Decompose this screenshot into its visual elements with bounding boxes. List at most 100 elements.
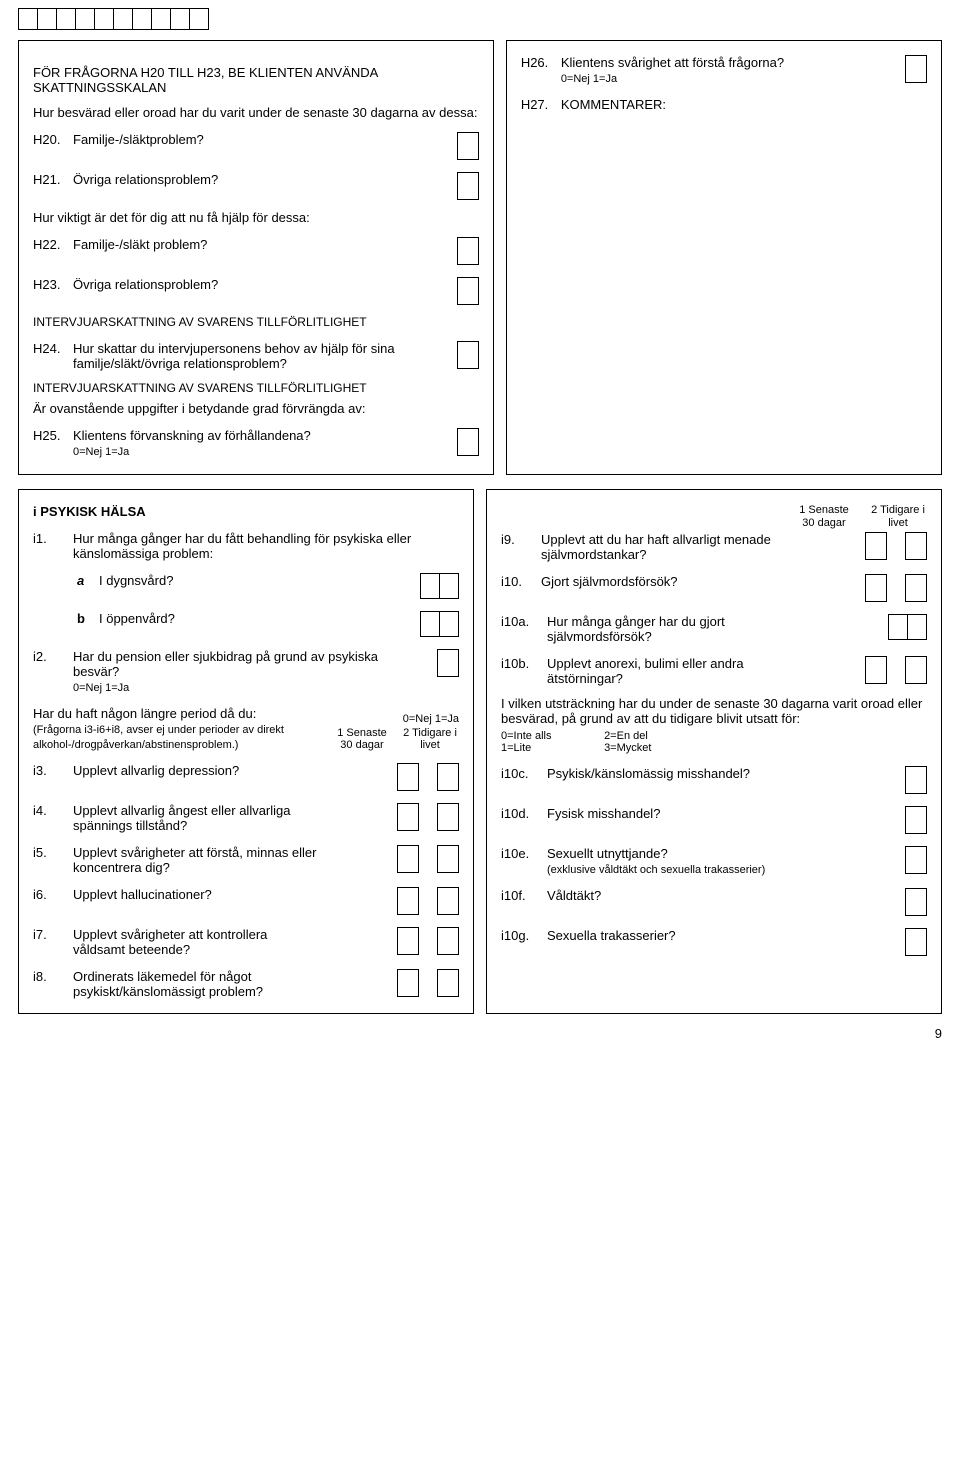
- answer-boxes[interactable]: [409, 611, 459, 637]
- q-text: Övriga relationsproblem?: [73, 172, 449, 187]
- top-cell[interactable]: [151, 8, 171, 30]
- answer-boxes[interactable]: [797, 614, 927, 640]
- scale-1: 1=Lite: [501, 742, 601, 754]
- q-code: H26.: [521, 55, 561, 70]
- i-title-text: i PSYKISK HÄLSA: [33, 504, 146, 519]
- q-text-inner: Sexuellt utnyttjande?: [547, 846, 668, 861]
- q-text: Har du pension eller sjukbidrag på grund…: [73, 649, 429, 694]
- answer-box[interactable]: [897, 766, 927, 794]
- group-note: (Frågorna i3-i6+i8, avser ej under perio…: [33, 724, 284, 751]
- col-headers: 0=Nej 1=Ja 1 Senaste 30 dagar 2 Tidigare…: [309, 713, 459, 751]
- answer-box[interactable]: [897, 846, 927, 874]
- answer-cols[interactable]: [329, 763, 459, 791]
- q-text: Klientens förvanskning av förhållandena?…: [73, 428, 449, 458]
- q-text: Fysisk misshandel?: [547, 806, 897, 821]
- answer-box[interactable]: [449, 132, 479, 160]
- top-cell[interactable]: [132, 8, 152, 30]
- answer-cols[interactable]: [329, 887, 459, 915]
- i-title: i PSYKISK HÄLSA: [33, 504, 459, 519]
- top-cell[interactable]: [94, 8, 114, 30]
- lower-row: i PSYKISK HÄLSA i1. Hur många gånger har…: [18, 489, 942, 1014]
- answer-boxes[interactable]: [409, 573, 459, 599]
- upper-row: FÖR FRÅGORNA H20 TILL H23, BE KLIENTEN A…: [18, 40, 942, 475]
- col-hdr-2: 2 Tidigare i livet: [869, 504, 927, 530]
- q-text: Hur många gånger har du gjort självmords…: [547, 614, 797, 644]
- answer-box[interactable]: [897, 928, 927, 956]
- q-code: i10b.: [501, 656, 547, 671]
- answer-cols[interactable]: [797, 656, 927, 684]
- q-code: H27.: [521, 97, 561, 112]
- col-headers: 1 Senaste 30 dagar 2 Tidigare i livet: [501, 504, 927, 530]
- top-cell[interactable]: [75, 8, 95, 30]
- q-text: Sexuellt utnyttjande? (exklusive våldtäk…: [547, 846, 897, 876]
- q-h23: H23. Övriga relationsproblem?: [33, 277, 479, 305]
- q-text: Sexuella trakasserier?: [547, 928, 897, 943]
- q-code: H20.: [33, 132, 73, 147]
- col-hdr-1: 1 Senaste 30 dagar: [333, 727, 391, 751]
- answer-box[interactable]: [449, 277, 479, 305]
- h-section-1: INTERVJUARSKATTNING AV SVARENS TILLFÖRLI…: [33, 315, 479, 329]
- q-text: Psykisk/känslomässig misshandel?: [547, 766, 897, 781]
- q-scale: 0=Nej 1=Ja: [73, 446, 129, 458]
- q-h25: H25. Klientens förvanskning av förhållan…: [33, 428, 479, 458]
- answer-box[interactable]: [449, 341, 479, 369]
- panel-i-right: 1 Senaste 30 dagar 2 Tidigare i livet i9…: [486, 489, 942, 1014]
- q-i8: i8. Ordinerats läkemedel för något psyki…: [33, 969, 459, 999]
- h-intro-4: Är ovanstående uppgifter i betydande gra…: [33, 401, 479, 416]
- group-scale: 0=Nej 1=Ja: [403, 713, 459, 725]
- q-code: i4.: [33, 803, 73, 818]
- q-code: i10a.: [501, 614, 547, 629]
- group-hdr: Har du haft någon längre period då du:: [33, 706, 256, 721]
- top-cell-row: [18, 8, 942, 30]
- q-text: Familje-/släkt problem?: [73, 237, 449, 252]
- q-code: i9.: [501, 532, 541, 547]
- top-cell[interactable]: [37, 8, 57, 30]
- answer-box[interactable]: [897, 888, 927, 916]
- q-text: Upplevt allvarlig ångest eller allvarlig…: [73, 803, 329, 833]
- q-text: I dygnsvård?: [99, 573, 409, 588]
- col-hdr-2: 2 Tidigare i livet: [401, 727, 459, 751]
- q-text: KOMMENTARER:: [561, 97, 927, 112]
- answer-cols[interactable]: [329, 969, 459, 997]
- q-i10: i10. Gjort självmordsförsök?: [501, 574, 927, 602]
- answer-box[interactable]: [429, 649, 459, 677]
- group-header-text: Har du haft någon längre period då du: (…: [33, 706, 309, 751]
- q-h20: H20. Familje-/släktproblem?: [33, 132, 479, 160]
- q-code: i10d.: [501, 806, 547, 821]
- q-text: Ordinerats läkemedel för något psykiskt/…: [73, 969, 329, 999]
- answer-box[interactable]: [897, 806, 927, 834]
- q-code: H23.: [33, 277, 73, 292]
- answer-cols[interactable]: [329, 803, 459, 831]
- q-i10c: i10c. Psykisk/känslomässig misshandel?: [501, 766, 927, 794]
- q-text: Upplevt svårigheter att kontrollera våld…: [73, 927, 329, 957]
- q-text: Våldtäkt?: [547, 888, 897, 903]
- q-text: Upplevt att du har haft allvarligt menad…: [541, 532, 797, 562]
- answer-cols[interactable]: [797, 532, 927, 560]
- q-text: Upplevt hallucinationer?: [73, 887, 329, 902]
- answer-box[interactable]: [449, 237, 479, 265]
- answer-box[interactable]: [897, 55, 927, 83]
- q-text: Gjort självmordsförsök?: [541, 574, 797, 589]
- top-cell[interactable]: [170, 8, 190, 30]
- q-i1a: a I dygnsvård?: [33, 573, 459, 599]
- top-cell[interactable]: [56, 8, 76, 30]
- answer-cols[interactable]: [329, 845, 459, 873]
- top-cell[interactable]: [18, 8, 38, 30]
- panel-i-left: i PSYKISK HÄLSA i1. Hur många gånger har…: [18, 489, 474, 1014]
- h-intro-3: Hur viktigt är det för dig att nu få hjä…: [33, 210, 479, 225]
- q-code: i10c.: [501, 766, 547, 781]
- q-code: i10f.: [501, 888, 547, 903]
- q-text: Övriga relationsproblem?: [73, 277, 449, 292]
- top-cell[interactable]: [189, 8, 209, 30]
- q-code: i2.: [33, 649, 73, 664]
- top-cell[interactable]: [113, 8, 133, 30]
- answer-cols[interactable]: [797, 574, 927, 602]
- q-code: i10.: [501, 574, 541, 589]
- answer-box[interactable]: [449, 172, 479, 200]
- q-code: i8.: [33, 969, 73, 984]
- q-i3: i3. Upplevt allvarlig depression?: [33, 763, 459, 791]
- q-text-inner: Klientens svårighet att förstå frågorna?: [561, 55, 784, 70]
- q-h27: H27. KOMMENTARER:: [521, 97, 927, 112]
- answer-cols[interactable]: [329, 927, 459, 955]
- answer-box[interactable]: [449, 428, 479, 456]
